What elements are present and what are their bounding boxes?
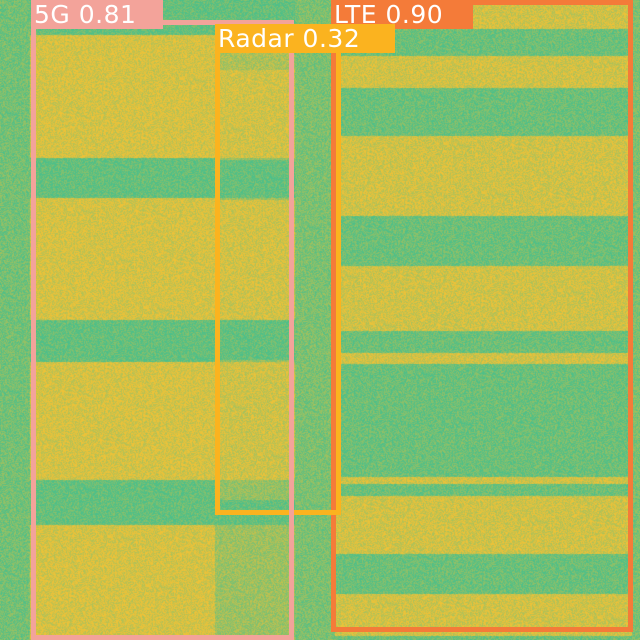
lte-bounding-box: [331, 0, 633, 632]
radar-detection-label: Radar 0.32: [215, 24, 395, 53]
5g-bounding-box: [31, 20, 294, 640]
5g-detection-label: 5G 0.81: [31, 0, 163, 29]
